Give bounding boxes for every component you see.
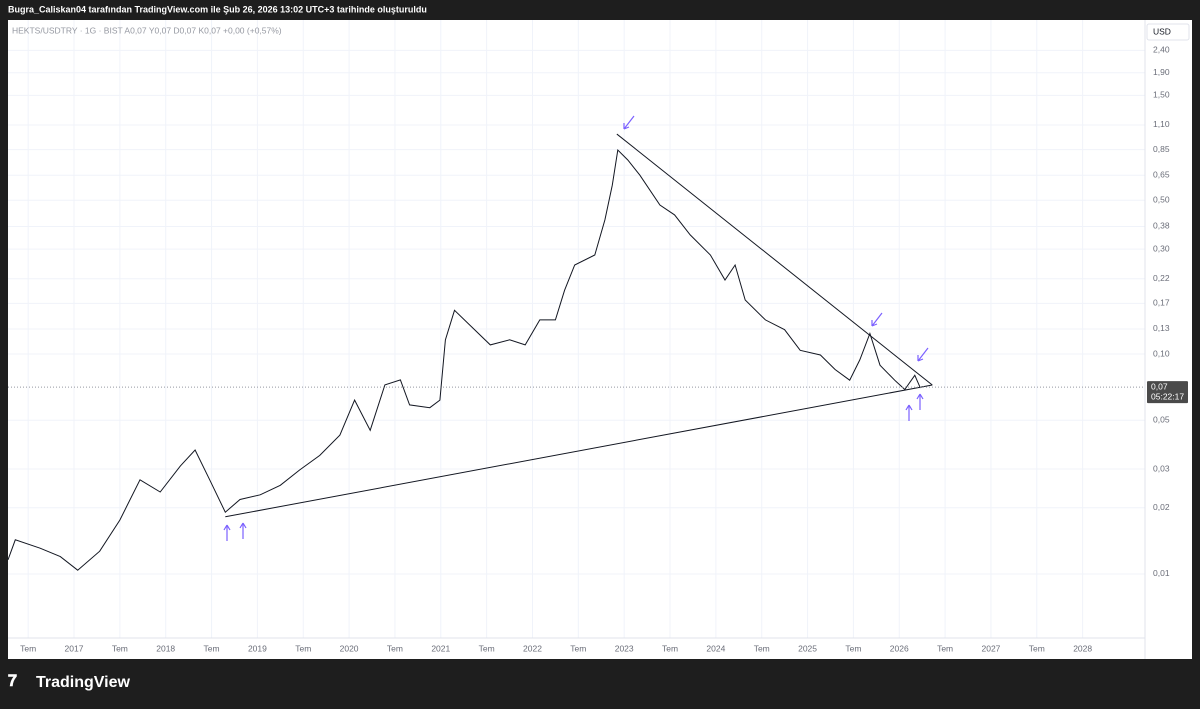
x-tick-label: 2025 (798, 643, 817, 653)
x-tick-label: Tem (204, 643, 220, 653)
x-tick-label: Tem (20, 643, 36, 653)
x-tick-label: 2018 (156, 643, 175, 653)
countdown: 05:22:17 (1151, 391, 1184, 401)
currency-box[interactable] (1146, 23, 1190, 41)
y-tick-label: 0,17 (1153, 298, 1170, 308)
x-tick-label: 2024 (706, 643, 725, 653)
x-tick-label: 2027 (981, 643, 1000, 653)
x-tick-label: Tem (387, 643, 403, 653)
header: Bugra_Caliskan04 tarafından TradingView.… (8, 4, 427, 14)
y-tick-label: 0,50 (1153, 195, 1170, 205)
y-tick-label: 0,01 (1153, 568, 1170, 578)
x-tick-label: 2020 (340, 643, 359, 653)
y-tick-label: 0,02 (1153, 502, 1170, 512)
x-tick-label: Tem (845, 643, 861, 653)
brand: TradingView (36, 674, 131, 691)
y-tick-label: 1,90 (1153, 67, 1170, 77)
y-tick-label: 2,40 (1153, 45, 1170, 55)
last-price-box (1147, 381, 1188, 404)
x-tick-label: Tem (479, 643, 495, 653)
y-tick-label: 0,13 (1153, 323, 1170, 333)
y-tick-label: 0,85 (1153, 144, 1170, 154)
y-tick-label: 0,65 (1153, 169, 1170, 179)
trendline (616, 133, 933, 386)
legend: HEKTS/USDTRY · 1G · BIST A0,07 Y0,07 D0,… (12, 25, 282, 35)
x-tick-label: Tem (1029, 643, 1045, 653)
arrows (223, 115, 929, 541)
y-tick-label: 0,30 (1153, 243, 1170, 253)
x-tick-label: Tem (295, 643, 311, 653)
y-tick-label: 0,10 (1153, 348, 1170, 358)
x-tick-label: Tem (112, 643, 128, 653)
x-tick-label: Tem (937, 643, 953, 653)
price-line (7, 148, 921, 571)
panel (8, 20, 1192, 659)
x-tick-label: 2022 (523, 643, 542, 653)
x-tick-label: Tem (662, 643, 678, 653)
y-tick-label: 0,05 (1153, 414, 1170, 424)
y-tick-label: 0,38 (1153, 221, 1170, 231)
y-tick-label: 0,03 (1153, 463, 1170, 473)
x-tick-label: 2023 (615, 643, 634, 653)
x-tick-label: 2021 (431, 643, 450, 653)
y-tick-label: 1,50 (1153, 90, 1170, 100)
x-tick-label: Tem (754, 643, 770, 653)
currency[interactable]: USD (1153, 26, 1171, 36)
last-price-label: 0,07 (1151, 381, 1168, 391)
x-tick-label: 2026 (890, 643, 909, 653)
brand-icon: 𝟕 (8, 673, 17, 690)
x-tick-label: 2017 (65, 643, 84, 653)
x-tick-label: Tem (570, 643, 586, 653)
trendline (225, 384, 933, 518)
y-tick-label: 0,22 (1153, 273, 1170, 283)
x-tick-label: 2028 (1073, 643, 1092, 653)
y-tick-label: 1,10 (1153, 119, 1170, 129)
x-tick-label: 2019 (248, 643, 267, 653)
